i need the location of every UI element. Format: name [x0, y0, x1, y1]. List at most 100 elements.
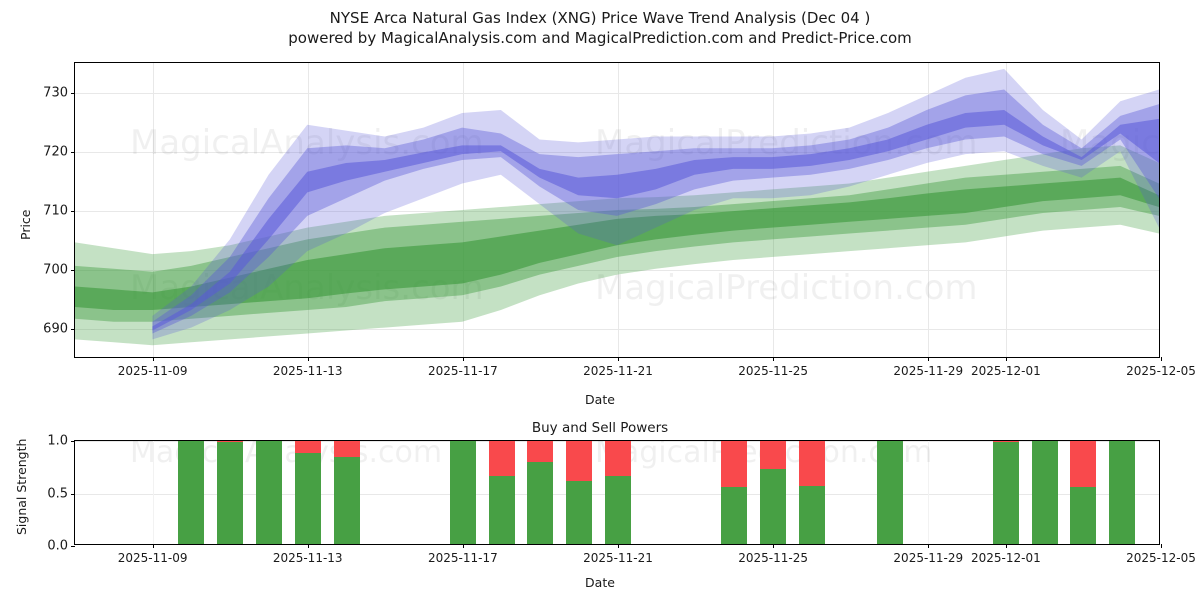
power-bar	[449, 441, 476, 544]
buy-power-segment	[992, 442, 1019, 544]
gridline-horizontal	[75, 329, 1159, 331]
power-bar	[333, 441, 360, 544]
power-bar	[1031, 441, 1058, 544]
buy-power-segment	[449, 441, 476, 544]
sell-power-segment	[721, 441, 748, 488]
buy-power-segment	[876, 441, 903, 544]
watermark-text: MagicalAnalysis.com	[130, 441, 443, 470]
x-tick-mark	[773, 357, 775, 361]
x-tick-mark	[1005, 357, 1007, 361]
x-tick-mark	[1005, 544, 1007, 548]
gridline-vertical	[462, 63, 464, 357]
power-x-axis-title: Date	[585, 575, 615, 590]
x-tick-mark	[152, 357, 154, 361]
sell-power-segment	[294, 441, 321, 453]
x-tick-mark	[462, 357, 464, 361]
gridline-vertical	[152, 63, 154, 357]
x-tick-label: 2025-12-05	[1126, 364, 1196, 378]
power-bar	[760, 441, 787, 544]
power-bar	[527, 441, 554, 544]
gridline-vertical	[928, 441, 930, 544]
x-tick-mark	[1161, 544, 1162, 548]
x-tick-label: 2025-11-09	[117, 551, 188, 565]
sell-power-segment	[605, 441, 631, 476]
buy-power-segment	[798, 486, 825, 544]
buy-power-segment	[255, 441, 282, 544]
page-title: NYSE Arca Natural Gas Index (XNG) Price …	[329, 9, 871, 27]
buy-power-segment	[488, 475, 515, 544]
x-tick-label: 2025-11-13	[272, 364, 343, 378]
x-tick-label: 2025-11-25	[738, 364, 808, 378]
y-tick-label: 730	[43, 85, 68, 101]
y-tick-mark	[71, 329, 75, 331]
x-tick-label: 2025-12-05	[1126, 551, 1196, 565]
y-tick-mark	[71, 92, 75, 94]
y-tick-label: 0.0	[47, 538, 68, 554]
x-tick-label: 2025-12-01	[971, 364, 1041, 378]
buy-power-segment	[605, 475, 631, 544]
x-tick-mark	[618, 357, 619, 361]
power-bar	[488, 441, 515, 544]
gridline-horizontal	[75, 270, 1159, 272]
buy-power-segment	[721, 487, 748, 544]
buy-power-segment	[1070, 487, 1097, 544]
buy-power-segment	[1109, 441, 1136, 544]
buy-power-segment	[760, 469, 787, 544]
power-bar	[876, 441, 903, 544]
power-chart-title: Buy and Sell Powers	[531, 420, 669, 436]
power-bar	[798, 441, 825, 544]
x-tick-label: 2025-11-17	[428, 364, 498, 378]
power-bar	[992, 441, 1019, 544]
power-bar	[566, 441, 593, 544]
sell-power-segment	[566, 441, 593, 481]
x-tick-label: 2025-11-17	[428, 551, 498, 565]
power-bar	[294, 441, 321, 544]
gridline-vertical	[1005, 63, 1007, 357]
x-tick-mark	[618, 544, 619, 548]
price-plot-clip: MagicalAnalysis.com MagicalPrediction.com…	[75, 63, 1159, 357]
wave-band-area	[75, 177, 1159, 310]
sell-power-segment	[1070, 441, 1097, 488]
gridline-horizontal	[75, 151, 1159, 153]
sell-power-segment	[992, 441, 1019, 443]
x-tick-label: 2025-11-29	[893, 364, 964, 378]
wave-band-area	[152, 110, 1159, 331]
sell-power-segment	[798, 441, 825, 487]
buy-power-segment	[294, 452, 321, 544]
x-tick-mark	[928, 544, 930, 548]
y-tick-label: 700	[43, 262, 68, 278]
buy-power-segment	[333, 456, 360, 544]
x-tick-label: 2025-11-21	[583, 364, 653, 378]
y-tick-mark	[71, 270, 75, 272]
power-bar	[1109, 441, 1136, 544]
power-bar	[178, 441, 205, 544]
x-tick-label: 2025-11-21	[583, 551, 653, 565]
x-tick-mark	[773, 544, 775, 548]
y-tick-mark	[71, 211, 75, 212]
x-tick-mark	[307, 544, 309, 548]
x-tick-mark	[152, 544, 154, 548]
gridline-horizontal	[75, 92, 1159, 94]
power-bar	[217, 441, 244, 544]
y-tick-mark	[71, 151, 75, 153]
sell-power-segment	[488, 441, 515, 476]
buy-power-segment	[217, 442, 244, 544]
y-tick-mark	[71, 493, 75, 495]
gridline-vertical	[618, 63, 619, 357]
sell-power-segment	[527, 441, 554, 463]
sell-power-segment	[333, 441, 360, 457]
power-bar	[255, 441, 282, 544]
x-tick-mark	[462, 544, 464, 548]
page-subtitle: powered by MagicalAnalysis.com and Magic…	[288, 29, 912, 47]
y-tick-label: 690	[43, 321, 68, 337]
x-tick-label: 2025-11-13	[272, 551, 343, 565]
price-wave-chart: MagicalAnalysis.com MagicalPrediction.com…	[43, 62, 1196, 378]
power-bar	[721, 441, 748, 544]
gridline-vertical	[307, 63, 309, 357]
wave-band-area	[152, 89, 1159, 334]
x-tick-mark	[1161, 357, 1162, 361]
power-y-axis-title: Signal Strength	[14, 438, 29, 535]
buy-power-segment	[178, 441, 205, 544]
